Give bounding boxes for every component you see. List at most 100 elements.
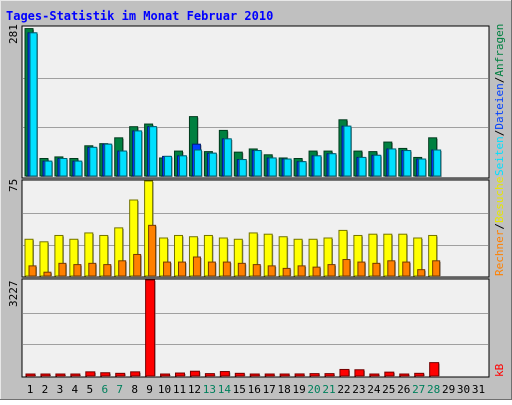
bar-kb-day-19-face	[294, 373, 305, 377]
bar-seiten-day-21-face	[328, 153, 337, 177]
x-label-day-5: 5	[86, 383, 93, 396]
x-label-day-19: 19	[292, 383, 305, 396]
x-label-day-24: 24	[367, 383, 381, 396]
bar-rechner-day-1	[28, 265, 37, 277]
chart-title: Tages-Statistik im Monat Februar 2010	[6, 9, 273, 23]
bar-kb-day-14-face	[219, 371, 230, 377]
bar-kb-day-24	[369, 373, 380, 377]
bar-seiten-day-8-face	[134, 130, 143, 177]
bar-seiten-day-1	[29, 32, 38, 178]
bar-rechner-day-9	[148, 224, 157, 277]
bar-kb-day-1-face	[25, 373, 36, 377]
bar-kb-day-27	[414, 372, 425, 377]
bar-rechner-day-10-face	[163, 261, 172, 277]
y-max-label-kb: 3227	[7, 281, 20, 308]
bar-seiten-day-20-face	[313, 155, 322, 177]
legend-slash-1: /	[493, 130, 506, 137]
bar-rechner-day-15-face	[237, 262, 246, 277]
bar-seiten-day-26	[403, 150, 412, 177]
bar-seiten-day-18-face	[283, 158, 292, 177]
bar-rechner-day-12	[192, 256, 202, 277]
bar-seiten-day-27	[418, 158, 427, 177]
legend-rechner: Rechner	[493, 229, 506, 276]
bar-rechner-day-13	[207, 261, 217, 277]
bar-rechner-day-3	[58, 262, 67, 277]
x-label-day-23: 23	[352, 383, 365, 396]
bar-seiten-day-13	[208, 152, 218, 177]
x-label-day-20: 20	[307, 383, 320, 396]
bar-kb-day-9	[145, 279, 156, 377]
bar-kb-day-5	[85, 371, 96, 377]
bar-rechner-day-28	[432, 260, 441, 277]
bar-seiten-day-17	[268, 157, 278, 177]
bar-rechner-day-17	[267, 265, 277, 277]
bar-kb-day-23-face	[354, 369, 365, 377]
panel-kb	[21, 278, 490, 378]
bar-kb-day-13	[204, 373, 216, 377]
x-label-day-15: 15	[233, 383, 246, 396]
bar-rechner-day-22	[342, 259, 351, 277]
bar-kb-day-10	[160, 373, 171, 377]
bar-seiten-day-22-face	[343, 125, 352, 177]
bar-seiten-day-7	[119, 150, 128, 177]
bar-rechner-day-11	[178, 261, 187, 277]
bar-rechner-day-7-face	[118, 260, 127, 277]
bar-kb-day-4-face	[70, 373, 81, 377]
bar-rechner-day-4	[73, 264, 82, 277]
bar-kb-day-17-face	[264, 373, 275, 377]
bar-rechner-day-7	[118, 260, 127, 277]
x-label-day-7: 7	[116, 383, 123, 396]
bar-rechner-day-23	[357, 261, 366, 277]
bar-kb-day-4	[70, 373, 81, 377]
bar-rechner-day-17-face	[267, 265, 276, 277]
bar-kb-day-23	[354, 369, 365, 377]
bar-kb-day-28-face	[429, 362, 440, 377]
x-label-day-11: 11	[173, 383, 186, 396]
bar-rechner-day-27	[417, 269, 426, 277]
bar-kb-day-21-face	[324, 373, 335, 377]
bar-kb-day-3	[55, 373, 66, 377]
bar-kb-day-18	[279, 373, 291, 377]
bar-kb-day-22	[339, 368, 350, 377]
bar-seiten-day-27-face	[418, 158, 427, 177]
x-label-day-18: 18	[278, 383, 291, 396]
x-label-day-16: 16	[248, 383, 261, 396]
bar-kb-day-8-face	[130, 371, 141, 377]
bar-seiten-day-23	[358, 156, 367, 177]
bar-seiten-day-4	[74, 160, 83, 177]
bar-besuche-day-2-face	[39, 241, 49, 277]
x-label-day-1: 1	[27, 383, 34, 396]
bar-kb-day-2	[40, 373, 51, 377]
bar-kb-day-18-face	[279, 373, 290, 377]
bar-kb-day-3-face	[55, 373, 66, 377]
bar-kb-day-19	[294, 373, 306, 377]
bar-rechner-day-18-face	[282, 267, 291, 277]
bar-kb-day-6-face	[100, 372, 111, 377]
bar-seiten-day-11-face	[179, 155, 187, 177]
bar-kb-day-27-face	[414, 372, 425, 377]
bar-seiten-day-2-face	[44, 160, 53, 177]
bar-seiten-day-12	[193, 149, 203, 177]
bar-rechner-day-22-face	[342, 259, 351, 277]
bar-rechner-day-8-face	[133, 253, 142, 277]
bar-kb-day-26	[399, 373, 410, 377]
bar-seiten-day-13-face	[208, 152, 217, 177]
legend-besuche: Besuche	[493, 177, 506, 223]
bar-seiten-day-2	[44, 160, 53, 177]
bar-seiten-day-16	[253, 150, 263, 177]
bar-rechner-day-26	[402, 261, 411, 277]
legend-visits: Rechner/Besuche	[493, 177, 506, 276]
x-label-day-9: 9	[146, 383, 153, 396]
y-max-label-requests: 281	[7, 24, 20, 44]
bar-rechner-day-4-face	[73, 264, 82, 277]
y-max-label-visits: 75	[7, 179, 20, 192]
bar-kb-day-21	[324, 373, 335, 377]
bar-seiten-day-21	[328, 153, 337, 177]
legend-slash-2: /	[493, 77, 506, 84]
bar-rechner-day-14-face	[222, 261, 231, 277]
bar-rechner-day-14	[222, 261, 232, 277]
bar-kb-day-11-face	[175, 372, 185, 377]
bar-rechner-day-6	[103, 264, 112, 277]
x-label-day-3: 3	[57, 383, 64, 396]
